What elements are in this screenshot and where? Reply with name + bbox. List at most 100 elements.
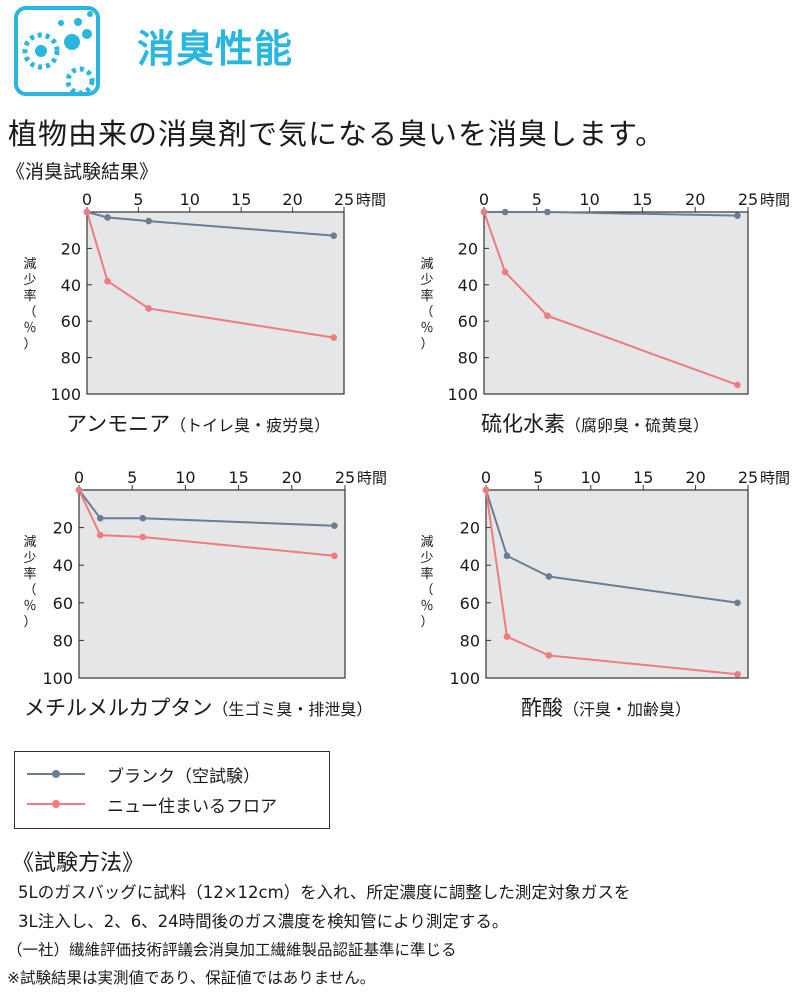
deodorize-logo-icon: [14, 6, 100, 100]
y-axis-label-char: 減: [420, 256, 433, 272]
x-tick-label: 25: [738, 468, 758, 487]
x-unit-label: 時間: [760, 191, 790, 209]
legend-item-blank: ブランク（空試験）: [25, 763, 260, 787]
x-tick-label: 0: [82, 190, 92, 209]
x-tick-label: 0: [479, 190, 489, 209]
y-axis-label-char: 減: [23, 256, 36, 272]
y-axis-label: 減少率（％）: [23, 256, 36, 352]
data-point: [139, 533, 147, 541]
data-point: [145, 217, 152, 225]
x-tick-label: 20: [282, 190, 302, 209]
y-tick-label: 80: [460, 631, 480, 650]
x-tick-label: 25: [335, 468, 355, 487]
data-point: [83, 208, 91, 216]
legend-blank-line-icon: [27, 770, 85, 778]
x-unit-label: 時間: [760, 469, 790, 487]
x-tick-label: 20: [685, 468, 705, 487]
standard-note: （一社）繊維評価技術評議会消臭加工繊維製品認証基準に準じる: [7, 941, 457, 959]
y-tick-label: 100: [42, 669, 73, 688]
y-tick-label: 100: [50, 385, 81, 404]
data-point: [104, 214, 111, 221]
chart-title-acetic-acid: 酢酸（汗臭・加齢臭）: [521, 692, 691, 722]
data-point: [96, 514, 104, 522]
y-axis-label-char: 少: [23, 551, 36, 566]
y-axis-label-char: 率: [23, 566, 36, 582]
y-tick-label: 80: [458, 349, 478, 368]
x-unit-label: 時間: [357, 469, 387, 487]
y-tick-label: 80: [53, 631, 73, 650]
x-tick-label: 20: [685, 190, 705, 209]
y-tick-label: 20: [458, 239, 478, 258]
y-axis-label: 減少率（％）: [420, 256, 433, 352]
plot-area: [483, 211, 749, 395]
data-point: [139, 514, 147, 522]
chart-0: 0 5 10 15 20 25 時間 20 40 60 80 100 減少率（％）: [23, 190, 386, 404]
data-point: [75, 486, 83, 494]
y-axis-label-char: 率: [23, 288, 36, 304]
y-tick-label: 40: [61, 276, 81, 295]
y-axis-label-char: 減: [23, 534, 36, 550]
results-label: 《消臭試験結果》: [6, 161, 159, 183]
method-line-1: 5Lのガスバッグに試料（12×12cm）を入れ、所定濃度に調整した測定対象ガスを: [18, 883, 631, 902]
data-point: [545, 573, 553, 580]
data-point: [331, 552, 338, 560]
chart-title-sub: （トイレ臭・疲労臭）: [170, 416, 331, 435]
data-point: [501, 208, 509, 216]
x-tick-label: 5: [533, 468, 543, 487]
y-tick-label: 60: [458, 312, 478, 331]
method-title: 《試験方法》: [12, 851, 145, 876]
data-point: [734, 670, 741, 678]
data-point: [734, 381, 741, 389]
y-axis-label-char: ）: [23, 615, 36, 630]
legend-new-floor-line-icon: [27, 800, 85, 808]
series-line-1: [86, 211, 334, 339]
data-point: [545, 652, 553, 659]
y-tick-label: 40: [460, 556, 480, 575]
data-point: [330, 232, 338, 239]
chart-3: 0 5 10 15 20 25 時間 20 40 60 80 100 減少率（％）: [420, 468, 790, 688]
y-axis-label-char: 減: [420, 534, 433, 550]
x-tick-label: 25: [738, 190, 758, 209]
x-tick-label: 15: [632, 190, 652, 209]
y-tick-label: 20: [53, 519, 73, 538]
x-tick-label: 5: [133, 190, 143, 209]
chart-title-hydrogen-sulfide: 硫化水素（腐卵臭・硫黄臭）: [481, 408, 709, 438]
chart-title-main: 酢酸: [521, 696, 563, 720]
disclaimer: ※試験結果は実測値であり、保証値ではありません。: [7, 969, 376, 987]
method-line-2: 3L注入し、2、6、24時間後のガス濃度を検知管により測定する。: [18, 912, 509, 931]
data-point: [503, 552, 511, 560]
y-axis-label-char: 少: [23, 273, 36, 288]
series-line-0: [86, 211, 334, 237]
y-axis-label-char: （: [420, 305, 433, 320]
chart-title-main: 硫化水素: [481, 412, 565, 436]
x-tick-label: 25: [334, 190, 354, 209]
data-point: [544, 312, 551, 320]
series-line-0: [78, 489, 335, 527]
y-axis-label-char: 率: [420, 288, 433, 304]
y-tick-label: 100: [449, 669, 480, 688]
chart-title-sub: （腐卵臭・硫黄臭）: [565, 416, 710, 435]
y-tick-label: 60: [53, 594, 73, 613]
y-axis-label-char: 少: [420, 273, 433, 288]
x-tick-label: 10: [579, 190, 599, 209]
y-axis-label-char: ％: [420, 321, 433, 336]
chart-title-ammonia: アンモニア（トイレ臭・疲労臭）: [66, 408, 330, 438]
x-tick-label: 0: [74, 468, 84, 487]
y-axis-label-char: ％: [23, 599, 36, 614]
data-point: [104, 277, 111, 285]
y-tick-label: 20: [61, 239, 81, 258]
data-point: [96, 531, 104, 539]
y-axis-label: 減少率（％）: [420, 534, 433, 630]
plot-area: [86, 211, 345, 395]
y-tick-label: 40: [458, 276, 478, 295]
data-point: [480, 208, 488, 216]
legend: ブランク（空試験） ニュー住まいるフロア: [14, 751, 330, 829]
y-tick-label: 60: [460, 594, 480, 613]
data-point: [331, 522, 338, 530]
chart-title-sub: （汗臭・加齢臭）: [563, 700, 692, 719]
x-tick-label: 10: [175, 468, 195, 487]
y-axis-label-char: （: [420, 583, 433, 598]
y-axis-label-char: ）: [420, 337, 433, 352]
data-point: [501, 268, 509, 276]
chart-title-main: アンモニア: [66, 412, 171, 436]
